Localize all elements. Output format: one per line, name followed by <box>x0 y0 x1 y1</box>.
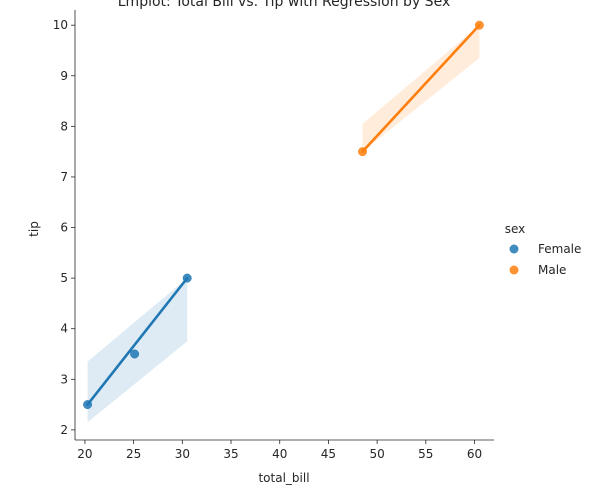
female-data-point <box>130 349 140 359</box>
x-tick-label: 30 <box>175 447 190 461</box>
legend-label-male: Male <box>538 263 566 277</box>
y-tick-label: 7 <box>60 170 68 184</box>
female-data-point <box>182 273 192 283</box>
chart-title: Lmplot: Total Bill vs. Tip with Regressi… <box>118 0 450 10</box>
legend-label-female: Female <box>538 242 581 256</box>
female-data-point <box>83 400 93 410</box>
y-axis-label: tip <box>27 221 41 237</box>
x-axis-ticks: 20 25 30 35 40 45 50 55 60 <box>77 440 482 461</box>
x-tick-label: 20 <box>77 447 92 461</box>
y-tick-label: 6 <box>60 221 68 235</box>
y-tick-label: 10 <box>53 18 68 32</box>
male-data-point <box>358 147 367 157</box>
legend-marker-male <box>509 265 519 275</box>
y-axis-ticks: 2 3 4 5 6 7 8 9 10 <box>53 18 75 437</box>
legend: sex Female Male <box>505 222 582 277</box>
x-tick-label: 60 <box>467 447 482 461</box>
plot-area <box>74 10 494 441</box>
female-confidence-band <box>87 278 188 423</box>
x-tick-label: 55 <box>418 447 433 461</box>
x-tick-label: 50 <box>369 447 384 461</box>
x-tick-label: 25 <box>126 447 141 461</box>
y-tick-label: 2 <box>60 423 68 437</box>
x-tick-label: 40 <box>272 447 287 461</box>
x-tick-label: 35 <box>223 447 238 461</box>
y-tick-label: 8 <box>60 119 68 133</box>
x-axis-label: total_bill <box>258 471 309 485</box>
y-tick-label: 4 <box>60 322 68 336</box>
y-tick-label: 3 <box>60 372 68 386</box>
legend-marker-female <box>509 244 519 254</box>
legend-title: sex <box>505 222 526 236</box>
y-tick-label: 5 <box>60 271 68 285</box>
male-data-point <box>474 20 484 30</box>
female-regression-line <box>86 276 189 406</box>
y-tick-label: 9 <box>60 69 68 83</box>
x-tick-label: 45 <box>321 447 336 461</box>
male-regression-line <box>361 23 481 153</box>
